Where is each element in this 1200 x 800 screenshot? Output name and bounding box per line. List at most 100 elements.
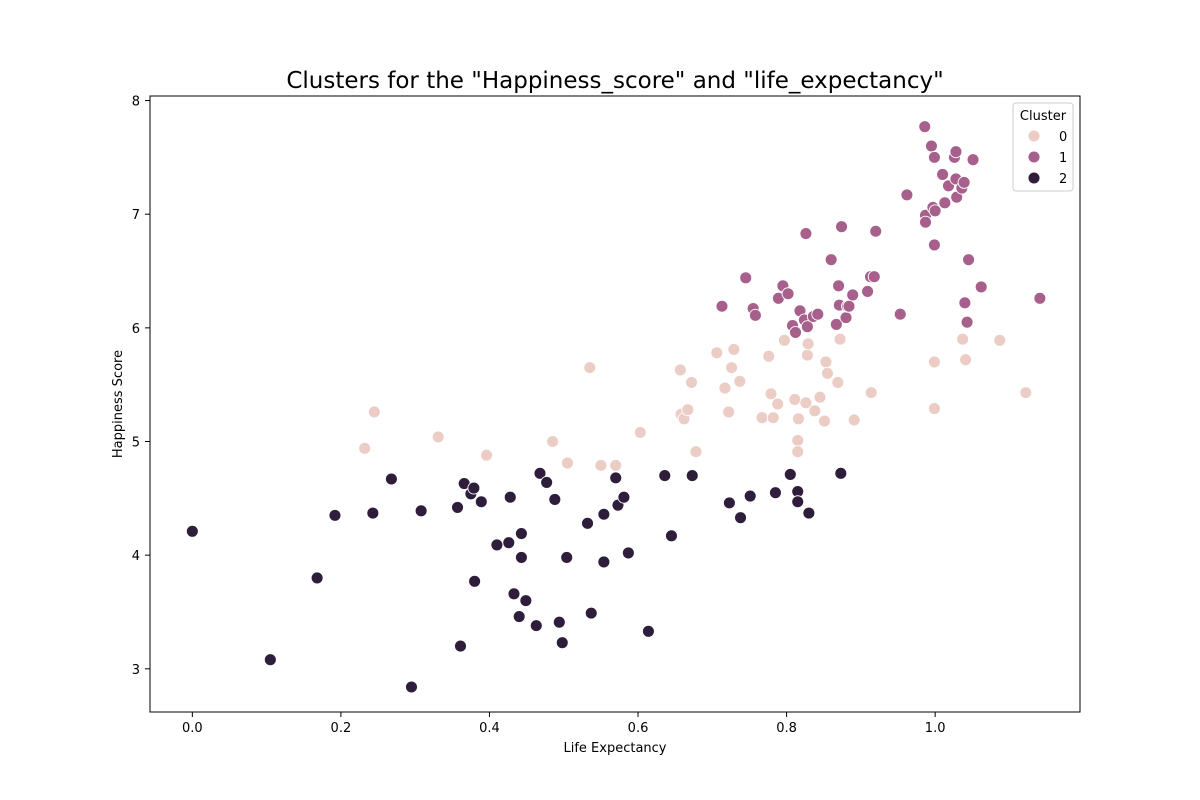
data-point-cluster-2 bbox=[185, 524, 199, 538]
y-tick-label: 5 bbox=[132, 436, 140, 451]
data-point-cluster-0 bbox=[722, 405, 736, 419]
data-point-cluster-1 bbox=[919, 215, 932, 229]
data-point-cluster-2 bbox=[597, 555, 611, 569]
data-point-cluster-2 bbox=[560, 550, 574, 564]
y-tick-label: 7 bbox=[132, 208, 140, 223]
data-point-cluster-0 bbox=[609, 458, 623, 472]
data-point-cluster-1 bbox=[928, 204, 942, 218]
data-point-cluster-1 bbox=[900, 188, 914, 202]
data-point-cluster-2 bbox=[454, 639, 467, 653]
data-point-cluster-2 bbox=[783, 468, 797, 481]
data-point-cluster-0 bbox=[733, 374, 747, 388]
data-point-cluster-2 bbox=[540, 475, 554, 489]
data-point-cluster-1 bbox=[835, 220, 849, 234]
data-point-cluster-2 bbox=[512, 610, 526, 623]
data-point-cluster-1 bbox=[974, 280, 988, 294]
data-point-cluster-2 bbox=[834, 466, 848, 480]
data-point-cluster-0 bbox=[685, 375, 698, 389]
data-point-cluster-2 bbox=[802, 506, 816, 520]
data-point-cluster-2 bbox=[467, 481, 481, 495]
data-point-cluster-1 bbox=[938, 196, 952, 210]
data-point-cluster-1 bbox=[739, 271, 753, 285]
data-point-cluster-0 bbox=[766, 411, 780, 425]
data-point-cluster-0 bbox=[764, 387, 778, 401]
data-point-cluster-0 bbox=[358, 441, 372, 455]
data-point-cluster-1 bbox=[893, 307, 907, 321]
legend-label-cluster-0: 0 bbox=[1059, 130, 1067, 145]
data-point-cluster-0 bbox=[561, 456, 574, 470]
data-point-cluster-1 bbox=[800, 320, 814, 334]
legend-marker-cluster-0 bbox=[1027, 129, 1041, 143]
data-point-cluster-0 bbox=[791, 445, 805, 459]
data-point-cluster-2 bbox=[552, 615, 566, 629]
data-point-cluster-2 bbox=[507, 587, 521, 601]
data-point-cluster-1 bbox=[867, 270, 881, 284]
data-point-cluster-0 bbox=[800, 348, 814, 362]
chart-title: Clusters for the "Happiness_score" and "… bbox=[286, 68, 943, 94]
data-point-cluster-1 bbox=[918, 120, 932, 134]
data-point-cluster-1 bbox=[748, 308, 762, 322]
data-point-cluster-0 bbox=[594, 458, 608, 472]
points-layer bbox=[185, 120, 1047, 694]
x-tick-label: 0.6 bbox=[628, 721, 649, 736]
data-point-cluster-0 bbox=[762, 349, 776, 363]
data-point-cluster-0 bbox=[820, 366, 834, 380]
data-point-cluster-0 bbox=[777, 333, 791, 347]
data-point-cluster-0 bbox=[718, 381, 732, 395]
data-point-cluster-1 bbox=[960, 315, 974, 329]
x-tick-label: 0.8 bbox=[776, 721, 797, 736]
legend: Cluster 0 1 2 bbox=[1012, 102, 1074, 192]
data-point-cluster-1 bbox=[715, 299, 729, 313]
data-point-cluster-2 bbox=[548, 493, 562, 506]
data-point-cluster-2 bbox=[658, 469, 672, 483]
x-tick-label: 1.0 bbox=[925, 721, 946, 736]
data-point-cluster-2 bbox=[384, 472, 398, 486]
data-point-cluster-1 bbox=[829, 317, 843, 331]
data-point-cluster-1 bbox=[936, 167, 950, 181]
data-point-cluster-0 bbox=[864, 386, 878, 400]
legend-marker-cluster-2 bbox=[1027, 171, 1041, 185]
data-point-cluster-1 bbox=[957, 175, 971, 189]
data-point-cluster-2 bbox=[641, 624, 655, 638]
data-point-cluster-2 bbox=[366, 506, 380, 520]
data-point-cluster-0 bbox=[792, 412, 805, 426]
data-point-cluster-2 bbox=[263, 653, 277, 667]
data-point-cluster-0 bbox=[710, 346, 724, 360]
data-point-cluster-0 bbox=[673, 363, 687, 377]
data-point-cluster-0 bbox=[431, 430, 445, 444]
data-point-cluster-2 bbox=[490, 538, 504, 552]
data-point-cluster-0 bbox=[480, 448, 493, 462]
data-point-cluster-2 bbox=[609, 471, 623, 485]
x-axis-label: Life Expectancy bbox=[563, 741, 666, 756]
data-point-cluster-0 bbox=[727, 343, 741, 356]
data-point-cluster-2 bbox=[685, 469, 699, 483]
data-point-cluster-1 bbox=[869, 224, 883, 238]
data-point-cluster-1 bbox=[846, 288, 860, 302]
data-point-cluster-0 bbox=[689, 445, 703, 459]
y-tick-label: 3 bbox=[132, 663, 140, 678]
plot-frame bbox=[149, 95, 1081, 713]
data-point-cluster-0 bbox=[818, 414, 831, 428]
data-point-cluster-1 bbox=[839, 311, 853, 325]
data-point-cluster-1 bbox=[789, 325, 802, 339]
data-point-cluster-0 bbox=[813, 390, 827, 404]
data-point-cluster-2 bbox=[533, 466, 547, 480]
legend-label-cluster-1: 1 bbox=[1059, 151, 1067, 166]
data-point-cluster-2 bbox=[743, 489, 757, 503]
data-point-cluster-0 bbox=[1019, 386, 1033, 400]
data-point-cluster-2 bbox=[621, 546, 635, 560]
data-point-cluster-2 bbox=[474, 495, 488, 509]
data-point-cluster-0 bbox=[831, 375, 845, 389]
data-point-cluster-2 bbox=[405, 680, 418, 694]
y-tick-label: 4 bbox=[132, 549, 140, 564]
data-point-cluster-2 bbox=[722, 496, 736, 510]
data-point-cluster-1 bbox=[927, 238, 941, 252]
legend-title: Cluster bbox=[1020, 109, 1067, 124]
data-point-cluster-1 bbox=[842, 299, 856, 313]
data-point-cluster-2 bbox=[769, 486, 782, 500]
data-point-cluster-1 bbox=[958, 296, 972, 310]
x-axis: 0.0 0.2 0.4 0.6 0.8 1.0 bbox=[182, 712, 945, 736]
data-point-cluster-1 bbox=[924, 139, 938, 153]
data-point-cluster-0 bbox=[791, 433, 805, 447]
